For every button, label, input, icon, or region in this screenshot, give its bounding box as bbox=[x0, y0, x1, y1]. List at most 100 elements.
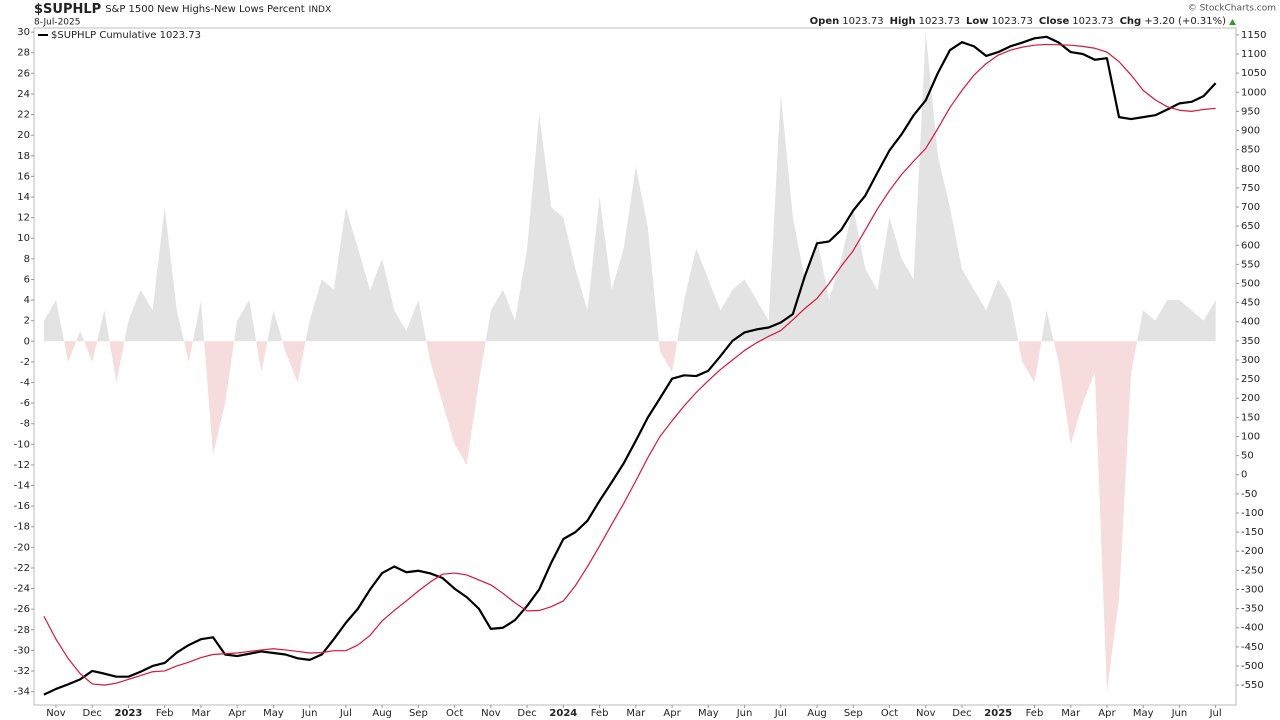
y-tick-label: -26 bbox=[14, 604, 30, 615]
y-tick-label: -10 bbox=[14, 439, 30, 450]
x-tick-label: Sep bbox=[409, 708, 428, 719]
y-tick-label: -6 bbox=[20, 398, 30, 409]
x-tick-label: Jun bbox=[1171, 708, 1188, 719]
x-tick-label: May bbox=[263, 708, 284, 719]
up-arrow bbox=[1229, 19, 1236, 25]
y2-tick-label: 1100 bbox=[1241, 49, 1266, 60]
y-tick-label: -14 bbox=[14, 481, 30, 492]
y2-tick-label: -50 bbox=[1241, 489, 1257, 500]
copyright: © StockCharts.com bbox=[1188, 4, 1276, 14]
y2-tick-label: -300 bbox=[1241, 584, 1264, 595]
header: $SUPHLP S&P 1500 New Highs-New Lows Perce… bbox=[34, 2, 331, 17]
x-tick-label: Dec bbox=[83, 708, 102, 719]
y2-tick-label: 450 bbox=[1241, 298, 1260, 309]
x-tick-label: Jun bbox=[301, 708, 318, 719]
y-tick-label: 22 bbox=[17, 110, 30, 121]
y2-tick-label: 1150 bbox=[1241, 30, 1266, 41]
plot-frame bbox=[33, 27, 1237, 706]
x-tick-label: Feb bbox=[1026, 708, 1044, 719]
x-tick-label: Jul bbox=[339, 708, 352, 719]
symbol: $SUPHLP bbox=[34, 2, 101, 17]
quote-label: Open bbox=[810, 16, 840, 27]
y2-tick-label: 800 bbox=[1241, 164, 1260, 175]
y2-tick-label: 400 bbox=[1241, 317, 1260, 328]
chart-title: S&P 1500 New Highs-New Lows Percent bbox=[105, 4, 305, 15]
x-tick-label: May bbox=[1133, 708, 1154, 719]
y2-tick-label: 550 bbox=[1241, 259, 1260, 270]
x-tick-label: Apr bbox=[1098, 708, 1116, 719]
y2-tick-label: -250 bbox=[1241, 565, 1264, 576]
y2-tick-label: -400 bbox=[1241, 623, 1264, 634]
y2-tick-label: -100 bbox=[1241, 508, 1264, 519]
y2-tick-label: 1000 bbox=[1241, 87, 1266, 98]
y-tick-label: 20 bbox=[17, 130, 30, 141]
x-tick-label: Oct bbox=[881, 708, 898, 719]
x-tick-label: Jul bbox=[1209, 708, 1222, 719]
y-tick-label: -8 bbox=[20, 419, 30, 430]
quote: Open 1023.73 High 1023.73 Low 1023.73 Close 102… bbox=[810, 16, 1226, 27]
y2-tick-label: 0 bbox=[1241, 470, 1247, 481]
y-tick-label: -18 bbox=[14, 522, 30, 533]
y-tick-label: 8 bbox=[24, 254, 30, 265]
x-tick-label: 2023 bbox=[115, 708, 143, 719]
y-tick-label: -34 bbox=[14, 687, 30, 698]
x-tick-label: Jun bbox=[736, 708, 753, 719]
y-tick-label: 2 bbox=[24, 316, 30, 327]
y-tick-label: -16 bbox=[14, 501, 30, 512]
x-tick-label: Sep bbox=[844, 708, 863, 719]
y2-tick-label: 100 bbox=[1241, 431, 1260, 442]
y2-tick-label: -200 bbox=[1241, 546, 1264, 557]
x-tick-label: Mar bbox=[626, 708, 646, 719]
y-tick-label: -4 bbox=[20, 377, 30, 388]
quote-label: Close bbox=[1039, 16, 1070, 27]
quote-label: Low bbox=[966, 16, 988, 27]
x-tick-label: Apr bbox=[663, 708, 681, 719]
x-tick-label: May bbox=[698, 708, 719, 719]
date: 8-Jul-2025 bbox=[34, 18, 81, 28]
y-tick-label: 4 bbox=[24, 295, 30, 306]
quote-value: +3.20 (+0.31%) bbox=[1144, 16, 1226, 27]
x-tick-label: Jul bbox=[774, 708, 787, 719]
y-tick-label: -20 bbox=[14, 542, 30, 553]
area-positive bbox=[43, 32, 1216, 342]
x-tick-label: Mar bbox=[192, 708, 212, 719]
y2-tick-label: -500 bbox=[1241, 661, 1264, 672]
quote-value: 1023.73 bbox=[1072, 16, 1113, 27]
y2-tick-label: 50 bbox=[1241, 451, 1254, 462]
y2-tick-label: 250 bbox=[1241, 374, 1260, 385]
quote-label: Chg bbox=[1120, 16, 1142, 27]
y-tick-label: -22 bbox=[14, 563, 30, 574]
x-tick-label: Feb bbox=[591, 708, 609, 719]
y2-tick-label: 300 bbox=[1241, 355, 1260, 366]
y-tick-label: -24 bbox=[14, 584, 30, 595]
x-tick-label: Aug bbox=[807, 708, 827, 719]
y2-tick-label: 700 bbox=[1241, 202, 1260, 213]
y2-tick-label: 600 bbox=[1241, 240, 1260, 251]
x-tick-label: Oct bbox=[446, 708, 463, 719]
y-tick-label: 26 bbox=[17, 68, 30, 79]
y-tick-label: 0 bbox=[24, 336, 30, 347]
y-tick-label: 10 bbox=[17, 233, 30, 244]
x-tick-label: Feb bbox=[156, 708, 174, 719]
y2-tick-label: -450 bbox=[1241, 642, 1264, 653]
y2-tick-label: -350 bbox=[1241, 604, 1264, 615]
y-tick-label: 30 bbox=[17, 27, 30, 38]
y2-tick-label: 200 bbox=[1241, 393, 1260, 404]
y2-tick-label: -550 bbox=[1241, 680, 1264, 691]
y-tick-label: 14 bbox=[17, 192, 30, 203]
y-tick-label: -2 bbox=[20, 357, 30, 368]
quote-value: 1023.73 bbox=[992, 16, 1033, 27]
legend-label: $SUPHLP Cumulative 1023.73 bbox=[51, 30, 201, 41]
x-tick-label: Nov bbox=[481, 708, 501, 719]
y2-tick-label: 650 bbox=[1241, 221, 1260, 232]
y2-tick-label: 350 bbox=[1241, 336, 1260, 347]
y-tick-label: -30 bbox=[14, 645, 30, 656]
x-tick-label: 2024 bbox=[549, 708, 577, 719]
y2-tick-label: 1050 bbox=[1241, 68, 1266, 79]
line bbox=[43, 43, 1216, 686]
y-tick-label: 16 bbox=[17, 171, 30, 182]
y-tick-label: -32 bbox=[14, 666, 30, 677]
y2-tick-label: 150 bbox=[1241, 412, 1260, 423]
x-tick-label: Dec bbox=[517, 708, 536, 719]
